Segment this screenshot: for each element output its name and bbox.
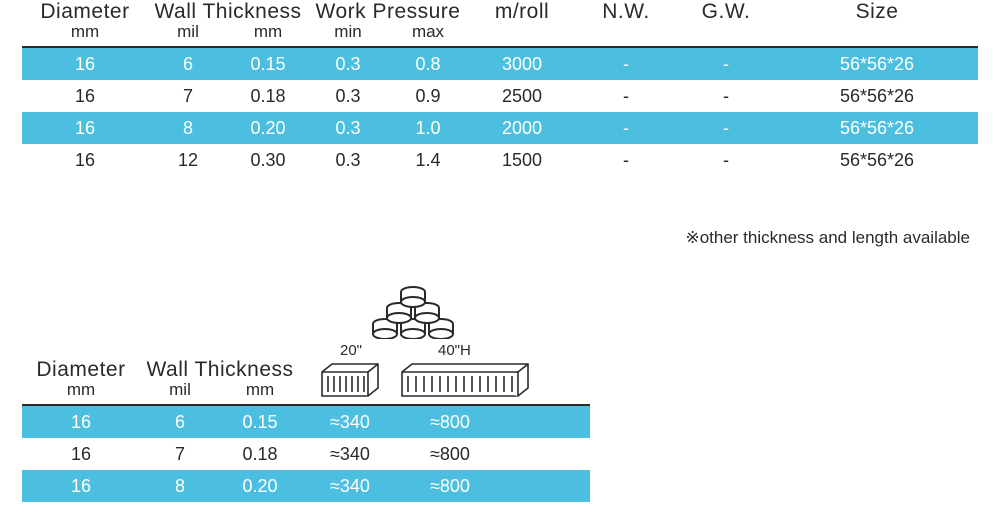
- table-cell: 0.20: [228, 118, 308, 139]
- table-cell: 16: [22, 412, 140, 433]
- sub-max: max: [388, 22, 468, 42]
- table-cell: 6: [148, 54, 228, 75]
- table1-header-main: Diameter Wall Thickness Work Pressure m/…: [22, 0, 978, 24]
- table-cell: -: [576, 118, 676, 139]
- table-cell: 56*56*26: [776, 150, 978, 171]
- table-row: 1660.150.30.83000--56*56*26: [22, 48, 978, 80]
- table-cell: -: [576, 150, 676, 171]
- table-cell: 16: [22, 86, 148, 107]
- table1-header-sub: mm mil mm min max: [22, 24, 978, 42]
- col-mroll: m/roll: [468, 0, 576, 24]
- sub-mil: mil: [148, 22, 228, 42]
- table-row: 1680.200.31.02000--56*56*26: [22, 112, 978, 144]
- table-cell: 8: [140, 476, 220, 497]
- table-cell: 1.0: [388, 118, 468, 139]
- table-cell: 0.18: [228, 86, 308, 107]
- table-cell: 2000: [468, 118, 576, 139]
- container-icons-area: 20" 40"H: [320, 290, 590, 400]
- table-cell: 16: [22, 118, 148, 139]
- table-cell: 0.3: [308, 150, 388, 171]
- spec-table-1: Diameter Wall Thickness Work Pressure m/…: [22, 0, 978, 176]
- sub2-mm: mm: [22, 380, 140, 400]
- availability-note: ※other thickness and length available: [685, 228, 970, 248]
- table-cell: 16: [22, 476, 140, 497]
- table-cell: 0.9: [388, 86, 468, 107]
- table-cell: 56*56*26: [776, 54, 978, 75]
- sub-mm: mm: [22, 22, 148, 42]
- table-cell: 1500: [468, 150, 576, 171]
- col-work-pressure: Work Pressure: [308, 0, 468, 24]
- table-cell: 0.20: [220, 476, 300, 497]
- table-cell: 16: [22, 444, 140, 465]
- col-size: Size: [776, 0, 978, 24]
- col-nw: N.W.: [576, 0, 676, 24]
- table-cell: 0.15: [228, 54, 308, 75]
- table-cell: 0.30: [228, 150, 308, 171]
- table-cell: 12: [148, 150, 228, 171]
- table-cell: ≈340: [300, 476, 400, 497]
- table-cell: -: [576, 54, 676, 75]
- table2-header-main: Diameter Wall Thickness: [22, 358, 320, 382]
- table-cell: ≈340: [300, 444, 400, 465]
- table-row: 1670.18≈340≈800: [22, 438, 590, 470]
- table-cell: -: [576, 86, 676, 107]
- table-row: 1660.15≈340≈800: [22, 406, 590, 438]
- table-cell: ≈800: [400, 412, 500, 433]
- col2-wall-thickness: Wall Thickness: [140, 358, 300, 382]
- spec-table-2: Diameter Wall Thickness mm mil mm: [22, 290, 590, 502]
- table-cell: 7: [148, 86, 228, 107]
- table-cell: 0.15: [220, 412, 300, 433]
- table-cell: -: [676, 150, 776, 171]
- table-cell: -: [676, 118, 776, 139]
- sub2-mm2: mm: [220, 380, 300, 400]
- rolls-icon: [365, 284, 475, 339]
- table-cell: 0.18: [220, 444, 300, 465]
- table-cell: ≈800: [400, 476, 500, 497]
- table-cell: 0.3: [308, 118, 388, 139]
- table-cell: 56*56*26: [776, 118, 978, 139]
- table-cell: 0.8: [388, 54, 468, 75]
- table-cell: 1.4: [388, 150, 468, 171]
- container-40h-label: 40"H: [438, 342, 471, 359]
- table-cell: 2500: [468, 86, 576, 107]
- table-cell: ≈340: [300, 412, 400, 433]
- container-20-icon: [320, 362, 380, 400]
- table-cell: 56*56*26: [776, 86, 978, 107]
- table-cell: -: [676, 54, 776, 75]
- container-40h-icon: [400, 362, 530, 400]
- table-row: 16120.300.31.41500--56*56*26: [22, 144, 978, 176]
- container-20-label: 20": [340, 342, 362, 359]
- table-cell: ≈800: [400, 444, 500, 465]
- table-cell: 8: [148, 118, 228, 139]
- table-cell: -: [676, 86, 776, 107]
- sub-min: min: [308, 22, 388, 42]
- table-row: 1680.20≈340≈800: [22, 470, 590, 502]
- sub-mm2: mm: [228, 22, 308, 42]
- sub2-mil: mil: [140, 380, 220, 400]
- col-wall-thickness: Wall Thickness: [148, 0, 308, 24]
- table-cell: 7: [140, 444, 220, 465]
- table-cell: 0.3: [308, 54, 388, 75]
- col-diameter: Diameter: [22, 0, 148, 24]
- table-cell: 16: [22, 150, 148, 171]
- table2-header-sub: mm mil mm: [22, 382, 320, 400]
- table-cell: 6: [140, 412, 220, 433]
- table-cell: 0.3: [308, 86, 388, 107]
- col2-diameter: Diameter: [22, 358, 140, 382]
- table-cell: 16: [22, 54, 148, 75]
- table-row: 1670.180.30.92500--56*56*26: [22, 80, 978, 112]
- col-gw: G.W.: [676, 0, 776, 24]
- table-cell: 3000: [468, 54, 576, 75]
